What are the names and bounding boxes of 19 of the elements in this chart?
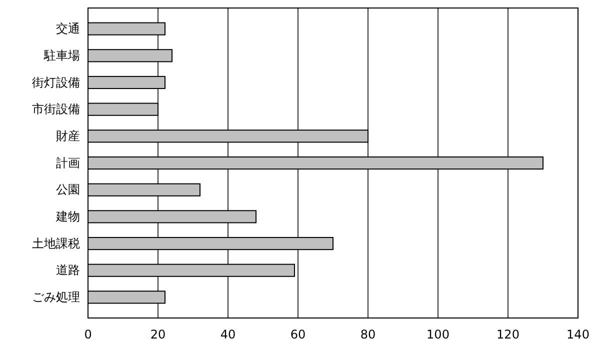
x-tick-label: 100 (426, 328, 450, 342)
x-tick-label: 20 (150, 328, 166, 342)
x-tick-label: 80 (360, 328, 376, 342)
x-tick-label: 120 (496, 328, 520, 342)
y-tick-label: 財産 (56, 129, 80, 143)
y-tick-label: 交通 (56, 22, 80, 36)
y-tick-label: 市街設備 (32, 102, 80, 116)
x-tick-label: 0 (84, 328, 92, 342)
x-tick-label: 40 (220, 328, 236, 342)
y-tick-label: 建物 (55, 210, 80, 224)
y-tick-label: 土地課税 (32, 236, 80, 250)
y-tick-label: 道路 (56, 263, 80, 278)
y-tick-label: 街灯設備 (32, 75, 80, 90)
y-tick-label: ごみ処理 (32, 290, 80, 304)
x-tick-label: 140 (566, 328, 590, 342)
x-tick-label: 60 (290, 328, 306, 342)
y-tick-label: 駐車場 (43, 48, 80, 62)
y-tick-label: 公園 (56, 182, 80, 197)
y-tick-label: 計画 (56, 156, 80, 170)
